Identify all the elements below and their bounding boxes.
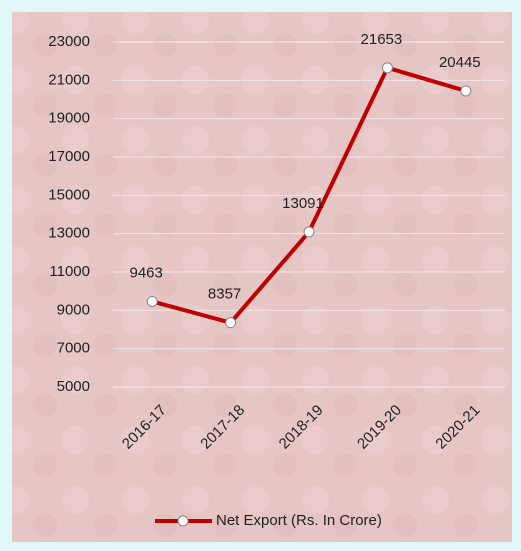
point xyxy=(303,226,315,238)
chart-area xyxy=(12,12,512,542)
y-tick-label: 23000 xyxy=(48,33,90,50)
y-tick-label: 7000 xyxy=(57,340,90,357)
point xyxy=(146,295,158,307)
legend-label: Net Export (Rs. In Crore) xyxy=(216,512,382,529)
point xyxy=(381,62,393,74)
data-label: 21653 xyxy=(361,31,403,48)
data-label: 13091 xyxy=(282,195,324,212)
point xyxy=(225,317,237,329)
y-tick-label: 21000 xyxy=(48,71,90,88)
y-tick-label: 11000 xyxy=(49,263,90,280)
data-label: 9463 xyxy=(130,264,163,281)
y-tick-label: 19000 xyxy=(48,110,90,127)
y-tick-label: 9000 xyxy=(57,301,90,318)
y-tick-label: 5000 xyxy=(57,378,90,395)
data-label: 20445 xyxy=(439,54,481,71)
point xyxy=(460,85,472,97)
y-tick-label: 13000 xyxy=(48,225,90,242)
data-label: 8357 xyxy=(208,286,241,303)
y-tick-label: 15000 xyxy=(48,186,90,203)
y-tick-label: 17000 xyxy=(48,148,90,165)
legend-marker xyxy=(177,515,189,527)
